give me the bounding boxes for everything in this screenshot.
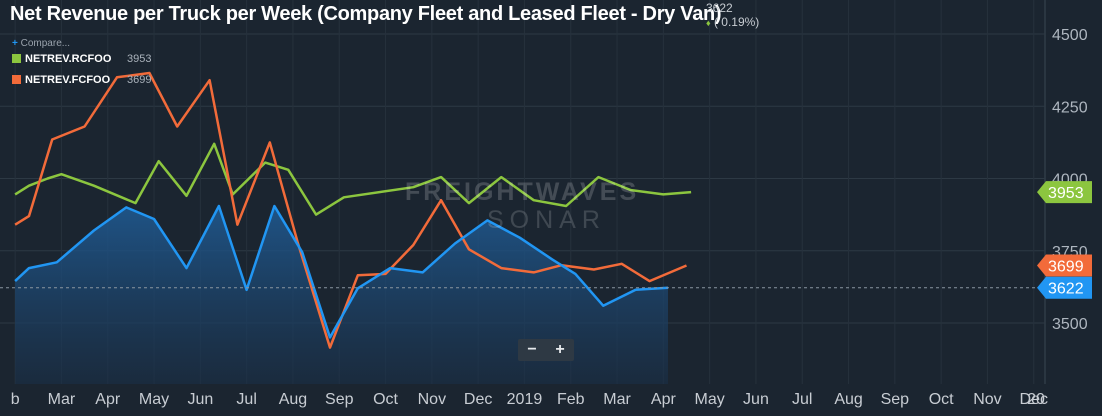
legend-item-rcfoo[interactable]: NETREV.RCFOO 3953 [12,53,151,65]
up-arrow-icon: ♦ [706,18,711,28]
x-tick-label: May [139,391,169,408]
x-tick-label: 2019 [507,391,543,408]
x-tick-label: Jun [743,391,769,408]
watermark-freightwaves: FREIGHTWAVES [405,178,640,206]
x-tick-label: May [695,391,725,408]
current-value: 3622 [706,1,733,15]
x-tick-label: Nov [973,391,1001,408]
end-label-tag [1037,254,1092,277]
zoom-controls: − + [518,339,574,361]
compare-label: Compare... [20,38,71,49]
chart-title: Net Revenue per Truck per Week (Company … [10,3,722,25]
x-tick-label: Oct [373,391,398,408]
end-label-text: 3622 [1048,281,1084,298]
x-tick-label: Jul [236,391,256,408]
series-end-labels: 3953 3699 3622 [1037,181,1092,299]
x-tick-label: Aug [834,391,862,408]
end-label: 3953 [1037,181,1092,204]
x-tick-label: Dec [464,391,492,408]
legend-swatch-orange [12,75,21,84]
end-label-tag [1037,181,1092,204]
series-lines [14,71,692,349]
y-tick-label: 4250 [1052,99,1088,116]
series-line-2 [14,204,669,339]
x-tick-label: 20 [1027,391,1045,408]
end-label: 3699 [1037,254,1092,277]
x-tick-label: Oct [929,391,954,408]
x-tick-label: Apr [95,391,121,408]
y-tick-label: 3500 [1052,316,1088,333]
x-tick-label: Jun [187,391,213,408]
legend-value: 3953 [127,53,152,65]
zoom-in-button[interactable]: + [555,341,565,358]
x-tick-label: Mar [603,391,631,408]
zoom-out-button[interactable]: − [527,341,537,358]
end-label-text: 3953 [1048,185,1084,202]
plus-icon: + [12,38,18,49]
series-area [15,206,669,384]
x-tick-label: Jul [792,391,812,408]
x-tick-label: Mar [48,391,76,408]
y-tick-label: 4500 [1052,27,1088,44]
x-tick-label: Nov [418,391,446,408]
x-tick-label: Dec [1020,391,1048,408]
x-tick-label: Sep [325,391,354,408]
series-line-0 [14,142,692,216]
compare-button[interactable]: + Compare... [12,38,70,49]
change-indicator: ♦ ( 0.19%) [706,15,759,29]
x-axis-ticks: b Mar Apr May Jun Jul Aug Sep Oct Nov Dec 2019 Feb Ma… [11,391,1048,408]
end-label-tag [1037,276,1092,299]
area-layer [15,206,669,384]
legend-item-fcfoo[interactable]: NETREV.FCFOO 3699 [12,74,151,86]
watermark-sonar: SONAR [487,206,606,234]
legend-name: NETREV.FCFOO [25,74,111,86]
x-tick-label: b [11,391,20,408]
legend-swatch-green [12,54,21,63]
change-percent: ( 0.19%) [713,15,760,29]
x-tick-label: Sep [881,391,910,408]
x-tick-label: Feb [557,391,585,408]
legend-name: NETREV.RCFOO [25,53,112,65]
legend-value: 3699 [127,74,152,86]
x-tick-label: Apr [651,391,677,408]
x-tick-label: Aug [279,391,307,408]
end-label: 3622 [1037,276,1092,299]
end-label-text: 3699 [1048,258,1084,275]
